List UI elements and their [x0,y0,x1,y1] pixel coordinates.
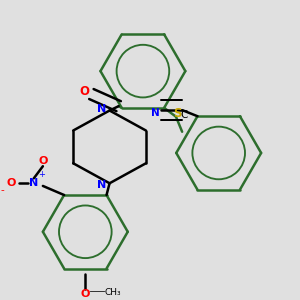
Text: C: C [180,110,188,120]
Text: N: N [29,178,38,188]
Text: O: O [80,85,90,98]
Text: N: N [151,108,159,118]
Text: CH₃: CH₃ [105,288,122,297]
Text: O: O [81,289,90,299]
Text: -: - [1,185,5,195]
Text: S: S [173,107,182,120]
Text: O: O [38,156,48,166]
Text: N: N [98,180,106,190]
Text: O: O [6,178,16,188]
Text: +: + [38,170,45,179]
Text: N: N [98,104,106,114]
